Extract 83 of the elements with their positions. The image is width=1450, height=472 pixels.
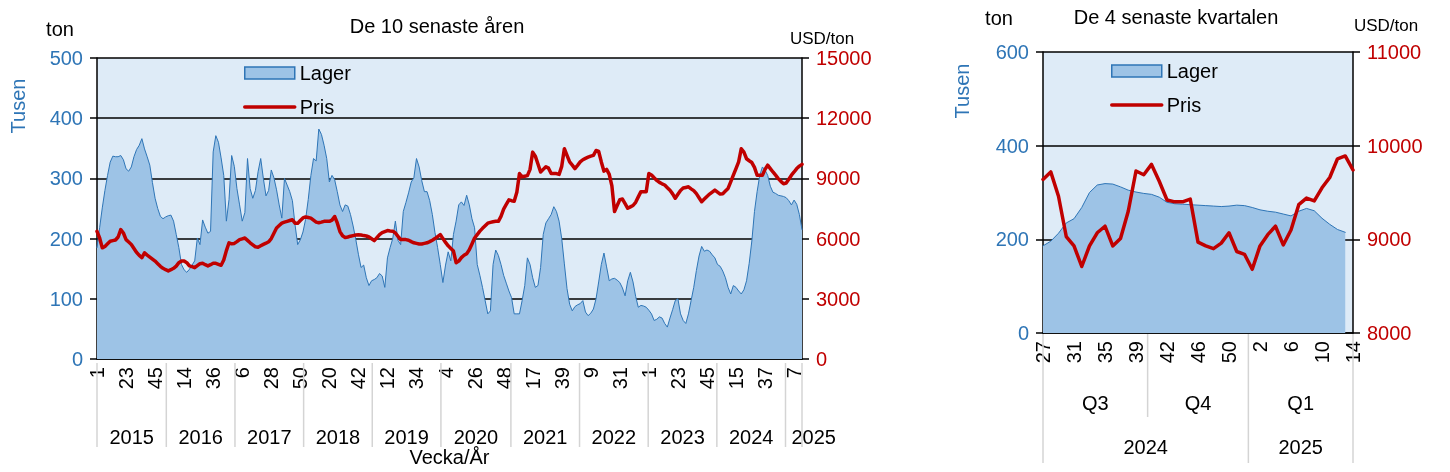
x-tick-label: 50 <box>1218 341 1240 364</box>
x-tick-label: 4 <box>434 367 457 379</box>
y-tick-label: 100 <box>49 287 83 310</box>
x-tick-label: 39 <box>1125 341 1147 364</box>
text: 2019 <box>384 426 429 448</box>
y2-axis-title: USD/ton <box>789 28 855 48</box>
x-tick-label: 10 <box>1311 341 1333 364</box>
y2-tick-label: 6000 <box>816 227 861 250</box>
legend-label: Lager <box>1166 60 1219 82</box>
x-tick-label: 20 <box>318 367 341 390</box>
y2-tick-label: 9000 <box>1367 228 1412 251</box>
x-tick-label: 1 <box>637 367 660 379</box>
y-tick-label: 200 <box>49 227 83 250</box>
x-tick-label: 45 <box>144 367 167 390</box>
y2-tick-label: 3000 <box>816 287 861 310</box>
x-tick-label: 28 <box>260 367 283 390</box>
text: 2023 <box>660 426 705 448</box>
y-tick-label: 0 <box>1017 322 1029 344</box>
y-tick-label: 200 <box>995 228 1029 251</box>
y2-tick-label: 15000 <box>816 47 872 69</box>
x-tick-label: 17 <box>521 367 544 390</box>
text: Q4 <box>1184 392 1212 414</box>
text: 2025 <box>791 426 836 448</box>
legend-label: Pris <box>1166 94 1202 116</box>
y2-axis-title: USD/ton <box>1353 15 1419 35</box>
x-tick-label: 14 <box>173 367 196 390</box>
x-tick-label: 42 <box>347 367 370 390</box>
text: 2024 <box>728 426 774 448</box>
x-tick-label: 46 <box>1187 341 1209 364</box>
text: 2025 <box>1278 436 1323 458</box>
text: Q1 <box>1287 392 1315 414</box>
y2-tick-label: 8000 <box>1367 322 1412 344</box>
x-tick-label: 6 <box>1280 341 1302 353</box>
x-tick-label: 15 <box>724 367 747 390</box>
x-tick-label: 37 <box>754 367 777 390</box>
text: 2021 <box>522 426 568 448</box>
y2-tick-label: 0 <box>816 348 828 370</box>
text: 2017 <box>247 426 292 448</box>
x-tick-label: 14 <box>1342 341 1364 364</box>
text: Tusen <box>7 78 29 134</box>
text: 2016 <box>178 426 223 448</box>
y2-tick-label: 10000 <box>1367 134 1423 157</box>
y2-tick-label: 11000 <box>1367 41 1422 63</box>
y2-tick-label: 9000 <box>816 167 861 190</box>
y-tick-label: 400 <box>49 107 83 130</box>
legend-label: Pris <box>299 96 335 118</box>
x-tick-label: 36 <box>202 367 225 390</box>
x-tick-label: 6 <box>231 367 254 379</box>
text: 2015 <box>109 426 154 448</box>
chart-title: De 4 senaste kvartalen <box>1073 6 1279 28</box>
x-tick-label: 34 <box>405 367 428 390</box>
chart-title: De 10 senaste åren <box>349 15 525 37</box>
x-tick-label: 26 <box>463 367 486 390</box>
x-tick-label: 7 <box>783 367 806 379</box>
x-tick-label: 2 <box>1249 341 1271 353</box>
text: 2022 <box>591 426 637 448</box>
x-tick-label: 48 <box>492 367 515 390</box>
y-tick-label: 300 <box>49 167 83 190</box>
text: 2024 <box>1123 436 1168 458</box>
text: 2018 <box>315 426 361 448</box>
y2-tick-label: 12000 <box>816 107 872 130</box>
x-axis-title: Vecka/År <box>409 446 490 468</box>
y-tick-label: 600 <box>995 41 1029 63</box>
x-tick-label: 35 <box>1094 341 1116 364</box>
y-tick-label: 400 <box>995 134 1029 157</box>
x-tick-label: 27 <box>1032 341 1054 364</box>
y-tick-label: 500 <box>49 47 83 69</box>
x-tick-label: 1 <box>86 367 108 379</box>
legend-label: Lager <box>299 62 352 84</box>
x-tick-label: 31 <box>1063 341 1085 364</box>
x-tick-label: 12 <box>376 367 399 390</box>
y-axis-title: ton <box>985 7 1013 29</box>
y-axis-title: ton <box>46 18 74 40</box>
x-tick-label: 23 <box>115 367 138 390</box>
text: Tusen <box>951 63 973 119</box>
text: Q3 <box>1081 392 1109 414</box>
x-tick-label: 23 <box>666 367 689 390</box>
y-tick-label: 0 <box>71 348 83 370</box>
x-tick-label: 31 <box>608 367 631 390</box>
x-tick-label: 9 <box>579 367 602 379</box>
x-tick-label: 39 <box>550 367 573 390</box>
x-tick-label: 45 <box>695 367 718 390</box>
x-tick-label: 42 <box>1156 341 1178 364</box>
